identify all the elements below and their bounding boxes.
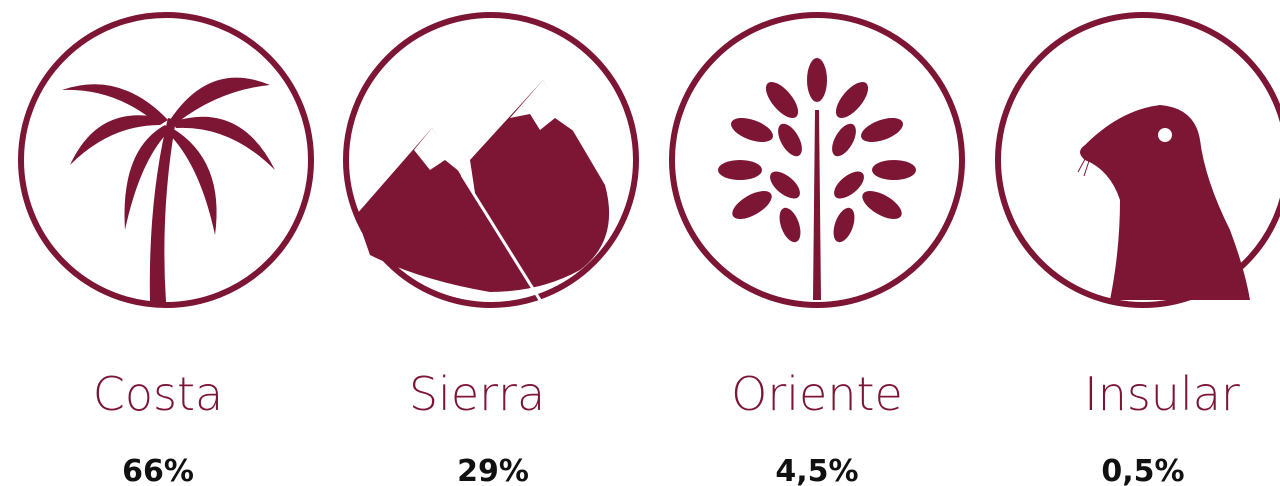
circle-frame [995,12,1280,308]
region-label: Oriente [731,367,903,421]
region-percent: 4,5% [775,454,858,486]
region-label: Sierra [409,367,545,421]
region-percent: 0,5% [1101,454,1184,486]
mountains-icon [356,80,610,301]
region-label: Costa [93,367,223,421]
circle-frame [18,12,314,308]
region-percent: 29% [457,454,529,486]
palm-icon [62,77,275,302]
circle-frame [343,12,639,308]
tree-icon [718,58,916,300]
region-percent: 66% [122,454,194,486]
region-label: Insular [1084,367,1240,421]
whiskers [1077,149,1093,177]
circle-frame [669,12,965,308]
circles [18,12,1280,308]
leaves [718,58,916,243]
sea-lion-icon [1077,105,1250,300]
